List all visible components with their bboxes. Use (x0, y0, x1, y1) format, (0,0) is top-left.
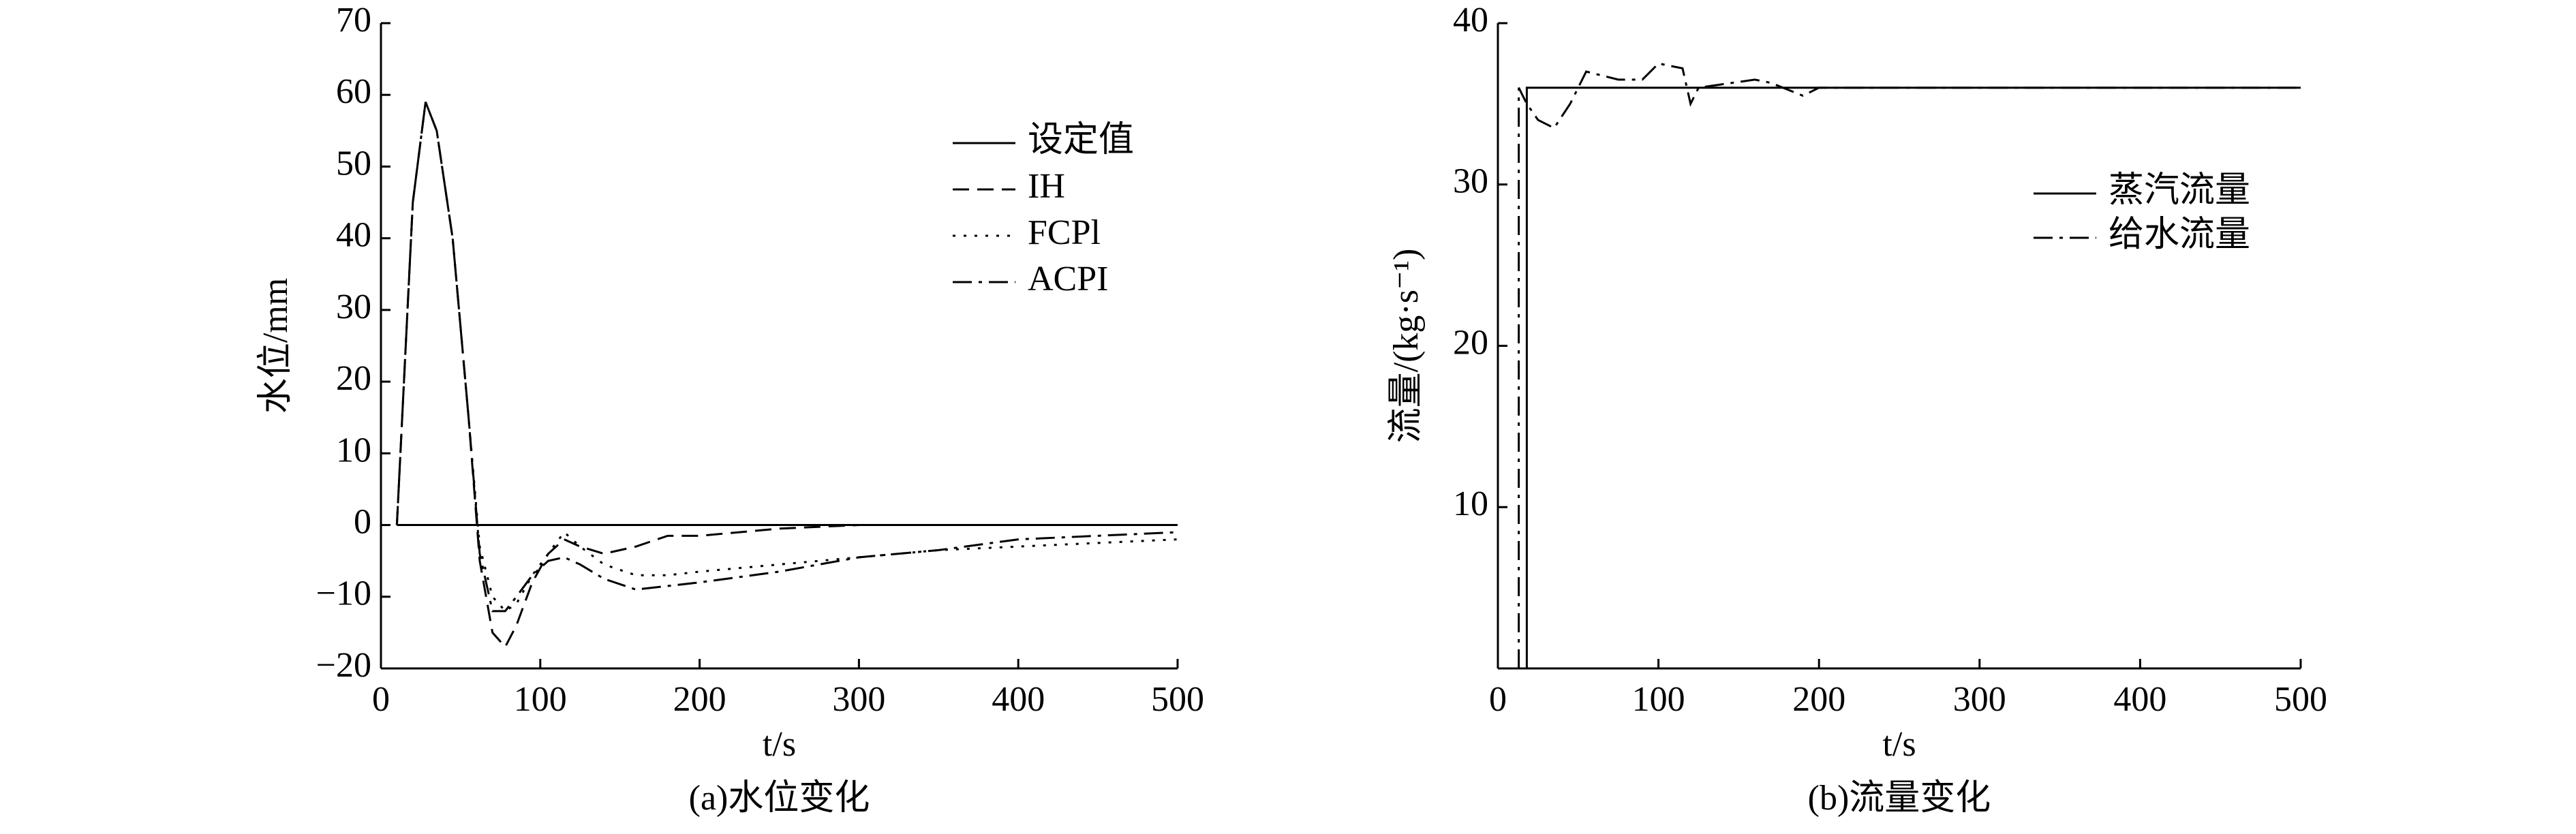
x-tick-label: 400 (992, 680, 1045, 719)
y-tick-label: 70 (336, 1, 371, 40)
x-tick-label: 200 (673, 680, 726, 719)
x-tick-label: 500 (1151, 680, 1204, 719)
x-tick-label: 200 (1792, 680, 1845, 719)
legend-label: 设定值 (1028, 121, 1134, 159)
x-tick-label: 300 (832, 680, 885, 719)
y-tick-label: 30 (1453, 162, 1488, 201)
y-tick-label: 30 (336, 288, 371, 326)
x-tick-label: 400 (2113, 680, 2166, 719)
y-axis-label: 流量/(kg·s⁻¹) (1387, 249, 1426, 444)
y-tick-label: 40 (336, 216, 371, 255)
y-tick-label: 60 (336, 72, 371, 111)
x-tick-label: 0 (1489, 680, 1507, 719)
legend-label: 蒸汽流量 (2109, 171, 2250, 210)
legend-label: FCPl (1028, 213, 1101, 252)
x-tick-label: 300 (1953, 680, 2006, 719)
legend-label: IH (1028, 167, 1065, 206)
chart-title: (b)流量变化 (1808, 779, 1991, 818)
x-tick-label: 500 (2274, 680, 2327, 719)
y-tick-label: 10 (1453, 484, 1488, 523)
y-tick-label: 20 (1453, 323, 1488, 362)
y-tick-label: 40 (1453, 1, 1488, 40)
series-line (395, 102, 1178, 613)
y-tick-label: 50 (336, 144, 371, 183)
x-tick-label: 0 (372, 680, 390, 719)
y-tick-label: 20 (336, 359, 371, 398)
y-tick-label: −20 (316, 646, 371, 685)
y-tick-label: 10 (336, 431, 371, 469)
x-tick-label: 100 (1632, 680, 1685, 719)
y-tick-label: 0 (354, 502, 371, 541)
y-tick-label: −10 (316, 574, 371, 613)
chart-title: (a)水位变化 (689, 779, 870, 818)
y-axis-label: 水位/mm (256, 278, 295, 414)
legend-label: ACPI (1028, 260, 1108, 298)
legend-label: 给水流量 (2109, 215, 2250, 254)
series-line (1518, 62, 2301, 668)
x-tick-label: 100 (514, 680, 567, 719)
x-axis-label: t/s (763, 725, 796, 764)
x-axis-label: t/s (1882, 725, 1916, 764)
